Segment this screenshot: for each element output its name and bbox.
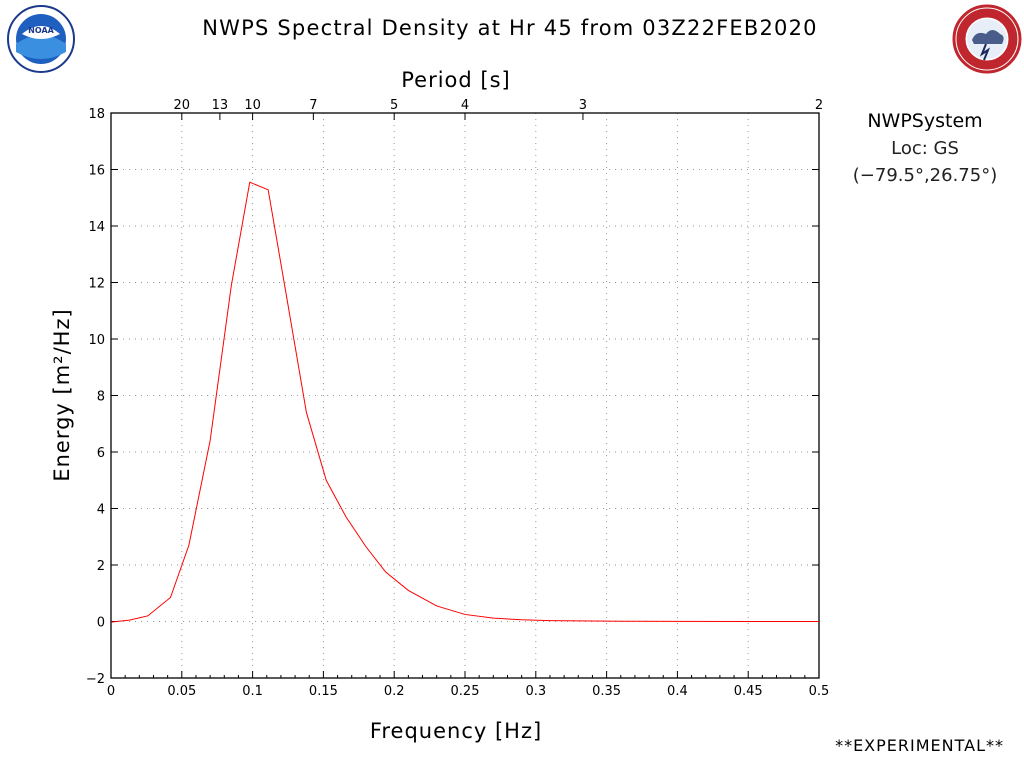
- period-tick-label: 3: [579, 98, 587, 113]
- x-tick-label: 0.05: [167, 684, 196, 699]
- top-axis-label: Period [s]: [401, 68, 510, 92]
- energy-series-line: [110, 181, 819, 623]
- y-tick-label: 16: [88, 164, 105, 179]
- page-title: NWPS Spectral Density at Hr 45 from 03Z2…: [202, 16, 818, 40]
- x-axis-label: Frequency [Hz]: [370, 719, 542, 743]
- y-tick-label: 10: [88, 333, 105, 348]
- y-tick-label: −2: [86, 672, 105, 687]
- x-tick-label: 0.3: [525, 684, 546, 699]
- x-tick-label: 0.1: [242, 684, 263, 699]
- x-tick-label: 0.5: [809, 684, 830, 699]
- x-tick-label: 0.45: [734, 684, 763, 699]
- period-tick-label: 2: [815, 98, 823, 113]
- y-tick-label: 12: [88, 277, 105, 292]
- y-tick-label: 6: [97, 446, 105, 461]
- x-tick-label: 0.4: [667, 684, 688, 699]
- period-tick-label: 20: [174, 98, 191, 113]
- y-tick-label: 2: [97, 559, 105, 574]
- svg-text:NOAA: NOAA: [28, 26, 54, 35]
- location-coordinates: (−79.5°,26.75°): [852, 165, 998, 186]
- period-tick-label: 4: [461, 98, 469, 113]
- grid-lines: [111, 113, 819, 678]
- x-tick-label: 0: [107, 684, 115, 699]
- y-tick-label: 0: [97, 616, 105, 631]
- y-tick-label: 8: [97, 390, 105, 405]
- y-tick-label: 18: [88, 107, 105, 122]
- location-label: Loc: GS: [891, 138, 959, 159]
- x-tick-label: 0.15: [309, 684, 338, 699]
- nws-logo: [952, 4, 1022, 78]
- x-tick-label: 0.35: [592, 684, 621, 699]
- series-layer: [110, 181, 819, 623]
- y-tick-label: 4: [97, 503, 105, 518]
- system-name: NWPSystem: [867, 110, 983, 132]
- y-tick-label: 14: [88, 220, 105, 235]
- period-tick-label: 13: [212, 98, 229, 113]
- period-tick-label: 5: [390, 98, 398, 113]
- y-axis-label: Energy [m²/Hz]: [50, 308, 74, 481]
- noaa-logo: NOAA: [6, 4, 76, 78]
- x-tick-label: 0.25: [451, 684, 480, 699]
- axis-ticks: 0 0.05 0.1 0.15 0.2 0.25 0.3 0.35 0.4 0.45 0.5−202…: [86, 98, 830, 699]
- period-tick-label: 10: [244, 98, 261, 113]
- period-tick-label: 7: [309, 98, 317, 113]
- experimental-label: **EXPERIMENTAL**: [835, 736, 1004, 755]
- x-tick-label: 0.2: [384, 684, 405, 699]
